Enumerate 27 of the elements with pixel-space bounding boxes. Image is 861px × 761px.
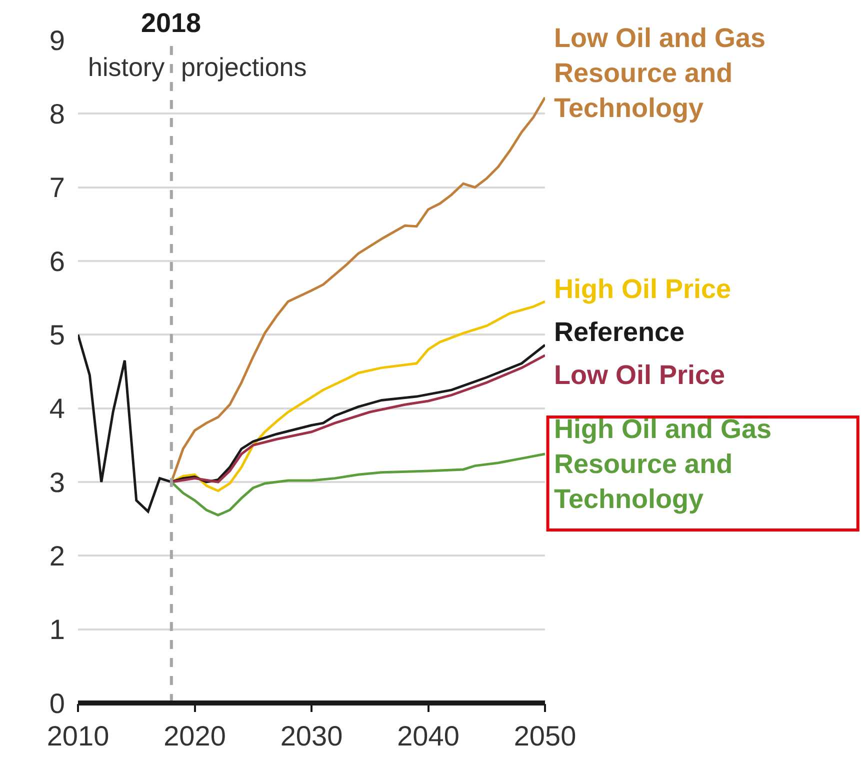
y-tick-label: 3 xyxy=(49,466,65,498)
line-series xyxy=(170,300,545,492)
y-tick-label: 9 xyxy=(49,24,65,56)
line-series xyxy=(170,354,545,484)
x-tick-label: 2020 xyxy=(164,720,226,752)
y-tick-label: 8 xyxy=(49,98,65,130)
series-label: Low Oil and Gas Resource and Technology xyxy=(554,23,766,124)
x-tick-label: 2040 xyxy=(397,720,460,752)
y-tick-label: 2 xyxy=(49,540,65,572)
series-label: High Oil and Gas Resource and Technology xyxy=(554,414,772,514)
ref-line-label: 2018 xyxy=(141,8,202,38)
y-tick-label: 6 xyxy=(49,246,65,277)
y-tick-label: 4 xyxy=(49,393,65,424)
line-series xyxy=(170,452,545,516)
y-tick-label: 1 xyxy=(49,614,65,646)
y-tick-label: 5 xyxy=(49,319,65,350)
y-tick-label: 0 xyxy=(49,688,65,719)
x-tick-label: 2050 xyxy=(514,720,576,752)
x-tick-label: 2010 xyxy=(46,720,110,752)
series-label: High Oil Price xyxy=(554,274,732,304)
annotation: history xyxy=(88,52,165,82)
series-label: Low Oil Price xyxy=(554,360,726,390)
y-tick-label: 7 xyxy=(49,172,65,204)
x-tick-label: 2030 xyxy=(280,720,343,752)
line-series xyxy=(78,333,545,513)
annotation: projections xyxy=(181,52,307,82)
series-label: Reference xyxy=(554,317,685,347)
